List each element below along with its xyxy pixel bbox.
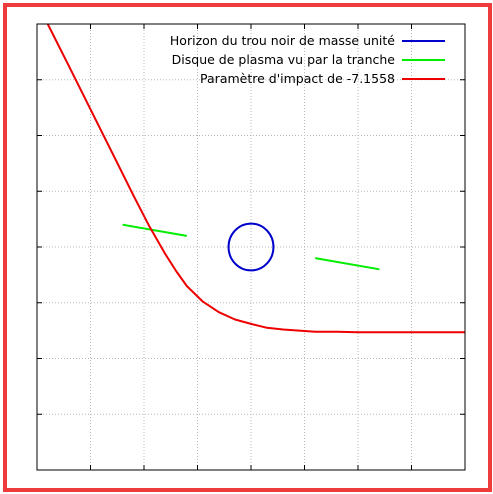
legend-label-horizon: Horizon du trou noir de masse unité: [170, 33, 395, 48]
grid-lines: [37, 24, 465, 470]
black-hole-horizon: [227, 222, 275, 272]
plasma-disk-segment-2: [315, 257, 380, 271]
axis-ticks: [37, 24, 465, 470]
plot-svg: Horizon du trou noir de masse unité Disq…: [36, 23, 466, 471]
legend: Horizon du trou noir de masse unité Disq…: [170, 33, 445, 86]
legend-label-impact-parameter: Paramètre d'impact de -7.1558: [200, 71, 395, 86]
light-ray-trajectory: [46, 23, 465, 334]
series-layer: [46, 23, 465, 334]
chart-frame: Horizon du trou noir de masse unité Disq…: [3, 3, 492, 492]
plot-border: [36, 23, 466, 471]
plasma-disk-segment-1: [122, 223, 187, 237]
legend-label-plasma-disk: Disque de plasma vu par la tranche: [172, 52, 396, 67]
